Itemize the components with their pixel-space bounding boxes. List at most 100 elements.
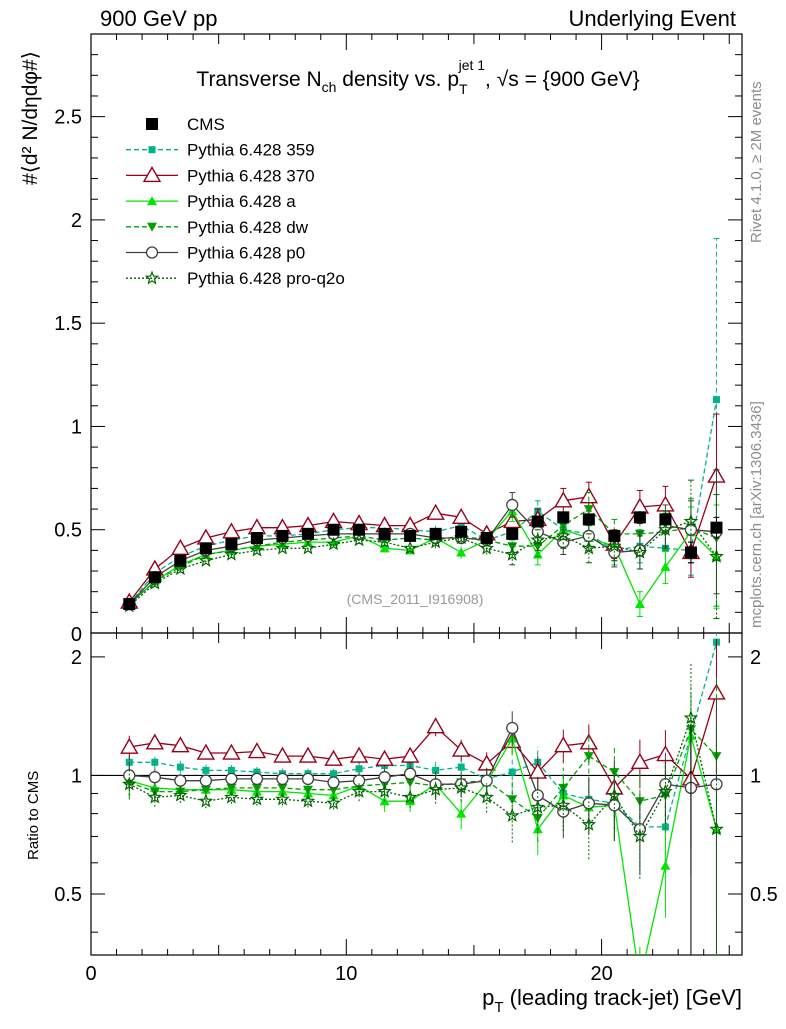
data-point — [123, 598, 136, 611]
ratio-data-point — [226, 783, 237, 793]
data-point — [710, 521, 723, 534]
x-tick-label: 20 — [590, 963, 612, 985]
data-point — [276, 529, 289, 542]
data-point — [379, 543, 390, 553]
data-point — [530, 532, 546, 547]
legend-entry-pa: Pythia 6.428 a — [126, 192, 296, 211]
data-point — [353, 523, 366, 536]
series-line — [128, 399, 718, 605]
data-point — [506, 498, 519, 512]
main-y-axis-label: #⟨d² N/dηdφ#⟩ — [19, 51, 42, 185]
legend-marker — [147, 196, 157, 206]
data-point — [225, 538, 238, 551]
ratio-data-point — [174, 774, 187, 787]
legend-label: Pythia 6.428 dw — [187, 218, 309, 237]
ratio-data-point — [198, 793, 214, 808]
ratio-data-point — [479, 789, 494, 804]
x-axis-label: pT (leading track-jet) [GeV] — [482, 985, 742, 1016]
data-point — [709, 548, 724, 563]
analysis-label: Underlying Event — [568, 6, 736, 31]
ratio-y-tick-label: 0.5 — [54, 884, 82, 906]
ratio-data-point — [405, 778, 416, 788]
data-point — [557, 511, 570, 524]
ratio-data-point — [224, 789, 239, 804]
ratio-y-axis-label: Ratio to CMS — [25, 771, 42, 860]
data-point — [479, 540, 494, 555]
collision-label: 900 GeV pp — [100, 6, 218, 31]
main-y-tick-label: 0.5 — [54, 520, 82, 542]
legend-marker — [148, 146, 156, 154]
ratio-data-point — [402, 789, 418, 804]
ratio-data-point — [199, 774, 213, 787]
ratio-data-point — [457, 763, 465, 771]
ratio-series-pa — [124, 697, 722, 955]
ratio-data-point — [504, 808, 520, 822]
data-point — [171, 538, 190, 556]
data-point — [531, 515, 544, 528]
ratio-data-point — [632, 828, 648, 843]
ratio-series-line — [129, 692, 718, 789]
legend-label: Pythia 6.428 pro-q2o — [187, 269, 345, 288]
title-tail: , √s = {900 GeV} — [485, 68, 640, 91]
legend-entry-ppro: Pythia 6.428 pro-q2o — [126, 269, 345, 288]
legend-entry-p359: Pythia 6.428 359 — [126, 141, 315, 160]
data-point — [579, 487, 599, 504]
data-point — [429, 527, 442, 540]
ratio-data-point — [630, 752, 650, 769]
data-point — [327, 523, 340, 536]
ratio-y-tick-label-right: 1 — [750, 765, 761, 787]
series-line — [128, 520, 718, 607]
ratio-data-point — [251, 783, 262, 793]
data-point — [504, 546, 520, 561]
ratio-data-point — [426, 717, 445, 734]
ratio-data-point — [148, 771, 161, 784]
ratio-data-point — [276, 772, 289, 786]
ratio-data-point — [247, 742, 267, 759]
ratio-data-point — [173, 787, 188, 802]
ratio-series-pp0 — [123, 700, 723, 955]
ratio-series-group — [120, 633, 726, 955]
title-mid: density vs. p — [336, 68, 459, 91]
ratio-y-tick-label-right: 0.5 — [750, 884, 778, 906]
ratio-data-point — [250, 772, 264, 786]
data-point — [634, 599, 645, 609]
data-point — [583, 505, 594, 515]
ratio-data-point — [330, 770, 338, 778]
ratio-data-point — [558, 783, 569, 793]
data-point — [222, 522, 241, 539]
data-point — [174, 554, 187, 567]
main-series-pp0 — [123, 469, 723, 611]
ratio-data-point — [377, 783, 392, 798]
data-point — [581, 540, 597, 555]
data-point — [224, 546, 239, 561]
ratio-data-point — [432, 766, 440, 774]
data-point — [457, 522, 465, 530]
ratio-y-tick-label: 1 — [71, 765, 82, 787]
data-point — [455, 525, 468, 538]
ratio-data-point — [532, 813, 543, 823]
data-point — [607, 538, 622, 553]
main-y-tick-label: 2 — [71, 210, 82, 232]
ratio-data-point — [298, 746, 318, 763]
main-y-tick-label: 2.5 — [54, 107, 82, 129]
main-series-pdw — [124, 469, 722, 610]
data-point — [658, 522, 673, 536]
legend-label: Pythia 6.428 a — [187, 192, 296, 211]
data-point — [633, 511, 646, 524]
ratio-data-point — [275, 791, 290, 806]
ratio-data-point — [303, 785, 313, 795]
ratio-data-point — [506, 721, 519, 735]
x-tick-label: 10 — [335, 963, 357, 985]
ratio-data-point — [273, 746, 292, 763]
data-point — [198, 553, 214, 567]
data-point — [659, 513, 672, 526]
ratio-y-tick-label-right: 2 — [750, 647, 761, 669]
data-point — [660, 561, 671, 571]
data-point — [684, 546, 697, 559]
ratio-data-point — [145, 733, 165, 750]
data-point — [247, 518, 267, 535]
main-series-p370 — [120, 413, 726, 609]
legend-entry-cms: CMS — [146, 115, 225, 134]
ratio-series-line — [129, 735, 718, 955]
